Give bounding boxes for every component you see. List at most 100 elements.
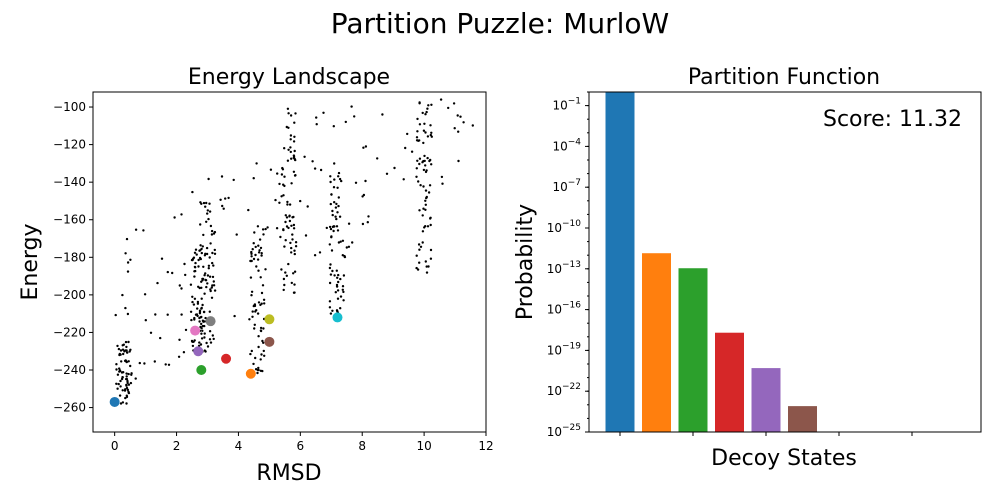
background-point [376,157,379,160]
background-point [213,248,216,252]
background-point [191,295,194,298]
background-point [177,355,181,358]
background-point [330,236,333,239]
bar-y-tick-label: 10−10 [547,219,582,235]
background-point [256,371,259,375]
background-point [328,225,332,229]
background-point [197,285,200,288]
background-point [294,174,297,177]
background-point [424,260,427,263]
background-point [115,382,118,385]
background-point [202,310,206,314]
background-point [118,369,122,372]
background-point [182,351,186,354]
background-point [199,343,203,346]
background-point [329,180,332,184]
highlighted-point [196,365,207,376]
background-point [306,205,309,208]
background-point [417,180,420,183]
background-point [260,291,264,295]
background-point [429,124,432,127]
scatter-panel: Energy Landscape 0 2 4 6 8 10 12 −260−240−220−… [18,65,494,486]
background-point [287,148,290,151]
background-point [342,274,346,277]
background-point [125,237,129,241]
background-point [153,360,156,363]
background-point [129,381,133,385]
background-point [253,231,256,234]
background-point [282,277,286,281]
background-point [210,286,213,289]
background-point [421,241,424,244]
background-point [280,173,284,176]
background-point [193,251,197,254]
background-point [332,125,335,128]
background-point [200,297,203,300]
background-point [206,282,209,285]
background-point [247,208,250,212]
background-point [430,163,433,166]
background-point [249,276,253,279]
background-point [115,363,118,366]
x-tick-label: 12 [478,439,493,453]
background-point [116,344,119,348]
bar-y-tick-label: 10−13 [547,260,581,276]
background-point [259,358,262,361]
background-point [287,262,290,266]
background-point [210,233,214,236]
background-point [258,238,262,241]
background-point [125,402,128,405]
background-point [289,134,293,137]
background-point [195,253,198,256]
background-point [126,351,129,354]
background-point [415,136,419,139]
background-point [121,376,124,379]
bar-y-tick-label: 10−4 [552,137,581,153]
background-point [178,284,181,287]
background-point [121,293,124,297]
background-point [235,233,238,236]
background-point [286,107,290,111]
background-point [440,175,444,179]
background-point [125,360,128,363]
background-point [206,212,209,215]
bar-y-tick-label: 10−16 [547,301,582,317]
background-point [334,206,338,209]
background-point [254,245,257,249]
background-point [289,146,292,149]
background-point [439,98,443,101]
background-point [313,167,317,170]
background-point [415,167,418,170]
background-point [156,281,159,285]
background-point [253,304,257,308]
background-point [126,261,130,264]
background-point [284,220,287,224]
background-point [189,310,193,313]
background-point [353,115,356,118]
background-point [332,186,336,189]
background-point [199,244,202,247]
background-point [255,265,258,268]
background-point [299,199,302,203]
background-point [259,369,262,372]
background-point [424,113,427,116]
background-point [198,320,201,323]
background-point [252,362,255,366]
background-point [250,349,253,353]
highlighted-point [109,396,120,407]
background-point [425,196,428,200]
background-point [285,216,289,219]
background-point [211,284,214,287]
background-point [331,225,335,229]
background-point [404,146,407,150]
highlighted-point [264,336,275,347]
background-point [125,345,128,349]
background-point [425,265,428,268]
background-point [421,214,424,217]
background-point [289,114,293,117]
background-point [337,196,340,199]
background-point [204,272,207,275]
background-point [203,332,206,335]
background-point [126,388,130,392]
background-point [293,270,297,273]
